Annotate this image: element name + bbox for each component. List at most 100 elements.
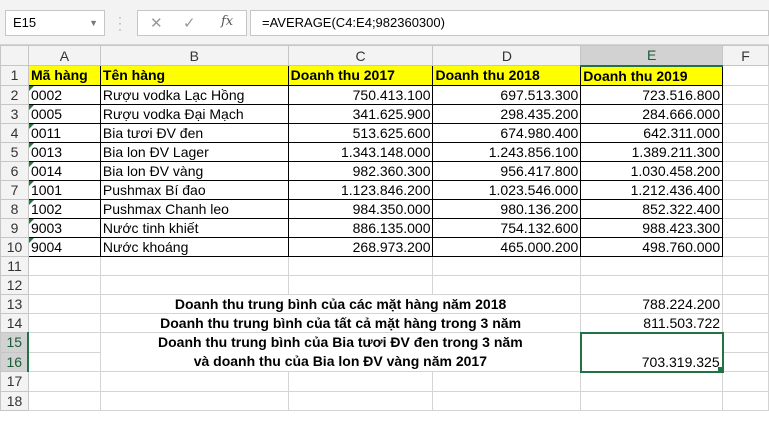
row-header-8[interactable]: 8 (0, 198, 29, 219)
cell[interactable] (580, 274, 724, 295)
row-header-13[interactable]: 13 (0, 293, 29, 314)
insert-function-icon[interactable]: fx (221, 14, 234, 29)
cell[interactable] (722, 293, 769, 314)
cell-name[interactable]: Bia tươi ĐV đen (99, 122, 289, 143)
cell[interactable] (27, 390, 101, 411)
row-header-16[interactable]: 16 (0, 351, 30, 372)
fill-handle[interactable] (717, 366, 721, 370)
column-header-E[interactable]: E (580, 45, 724, 67)
cell-revenue[interactable]: 1.243.856.100 (432, 141, 582, 162)
cell[interactable] (722, 371, 769, 392)
cell-code[interactable]: 0011 (27, 122, 101, 143)
summary-label[interactable]: Doanh thu trung bình của tất cả mặt hàng… (99, 312, 582, 333)
row-header-15[interactable]: 15 (0, 332, 30, 353)
header-cell[interactable]: Doanh thu 2018 (432, 65, 582, 86)
header-cell[interactable]: Tên hàng (99, 65, 289, 86)
chevron-down-icon[interactable]: ▼ (89, 18, 98, 28)
cell[interactable] (722, 312, 769, 333)
summary-label[interactable]: Doanh thu trung bình của các mặt hàng nă… (99, 293, 582, 314)
cell-revenue[interactable]: 1.030.458.200 (580, 160, 724, 181)
row-header-4[interactable]: 4 (0, 122, 29, 143)
cell-revenue[interactable]: 465.000.200 (432, 236, 582, 257)
cell[interactable] (27, 274, 101, 295)
cell-revenue[interactable]: 886.135.000 (287, 217, 434, 238)
column-header-F[interactable]: F (722, 45, 769, 66)
cell-code[interactable]: 0014 (27, 160, 101, 181)
cell-revenue[interactable]: 513.625.600 (287, 122, 434, 143)
cell[interactable] (722, 122, 769, 143)
cell-name[interactable]: Nước tinh khiết (99, 217, 289, 238)
cell-name[interactable]: Bia lon ĐV Lager (99, 141, 289, 162)
cell[interactable] (27, 351, 101, 372)
cell-revenue[interactable]: 284.666.000 (580, 103, 724, 124)
summary-value[interactable]: 811.503.722 (580, 312, 724, 333)
cell-revenue[interactable]: 498.760.000 (580, 236, 724, 257)
summary-value[interactable]: 788.224.200 (580, 293, 724, 314)
row-header-12[interactable]: 12 (0, 274, 29, 295)
column-header-A[interactable]: A (27, 45, 101, 66)
cell-code[interactable]: 9003 (27, 217, 101, 238)
cell[interactable] (27, 332, 101, 353)
row-header-3[interactable]: 3 (0, 103, 29, 124)
cell[interactable] (432, 390, 582, 411)
cell-name[interactable]: Bia lon ĐV vàng (99, 160, 289, 181)
summary-label[interactable]: Doanh thu trung bình của Bia tươi ĐV đen… (99, 332, 582, 372)
cell-revenue[interactable]: 674.980.400 (432, 122, 582, 143)
cell-code[interactable]: 9004 (27, 236, 101, 257)
cell-revenue[interactable]: 1.123.846.200 (287, 179, 434, 200)
cell[interactable] (580, 255, 724, 276)
cell-code[interactable]: 1002 (27, 198, 101, 219)
cell[interactable] (722, 160, 769, 181)
select-all-corner[interactable] (0, 45, 29, 66)
cell-revenue[interactable]: 980.136.200 (432, 198, 582, 219)
cell[interactable] (27, 371, 101, 392)
row-header-18[interactable]: 18 (0, 390, 29, 411)
cell[interactable] (722, 332, 769, 353)
cell[interactable] (432, 371, 582, 392)
cell-revenue[interactable]: 1.389.211.300 (580, 141, 724, 162)
row-header-2[interactable]: 2 (0, 84, 29, 105)
cell-revenue[interactable]: 1.343.148.000 (287, 141, 434, 162)
cell[interactable] (722, 255, 769, 276)
cell[interactable] (287, 255, 434, 276)
header-cell[interactable]: Doanh thu 2019 (580, 65, 724, 86)
cell[interactable] (432, 274, 582, 295)
header-cell[interactable]: Doanh thu 2017 (287, 65, 434, 86)
row-header-17[interactable]: 17 (0, 371, 29, 392)
row-header-11[interactable]: 11 (0, 255, 29, 276)
cell[interactable] (722, 217, 769, 238)
cell[interactable] (722, 351, 769, 372)
formula-input[interactable]: =AVERAGE(C4:E4;982360300) (250, 10, 769, 36)
cell-revenue[interactable]: 268.973.200 (287, 236, 434, 257)
cell-code[interactable]: 0002 (27, 84, 101, 105)
cell[interactable] (27, 293, 101, 314)
cell[interactable] (722, 198, 769, 219)
cell-revenue[interactable]: 341.625.900 (287, 103, 434, 124)
row-header-1[interactable]: 1 (0, 65, 29, 86)
name-box[interactable]: E15 ▼ (5, 10, 105, 36)
cell-revenue[interactable]: 697.513.300 (432, 84, 582, 105)
cell-revenue[interactable]: 982.360.300 (287, 160, 434, 181)
cell[interactable] (27, 312, 101, 333)
header-cell[interactable]: Mã hàng (27, 65, 101, 86)
cell[interactable] (432, 255, 582, 276)
cell-code[interactable]: 0013 (27, 141, 101, 162)
cell-name[interactable]: Nước khoáng (99, 236, 289, 257)
cell-revenue[interactable]: 1.023.546.000 (432, 179, 582, 200)
row-header-7[interactable]: 7 (0, 179, 29, 200)
cell-revenue[interactable]: 754.132.600 (432, 217, 582, 238)
cell-revenue[interactable]: 1.212.436.400 (580, 179, 724, 200)
cell[interactable] (580, 371, 724, 392)
column-header-D[interactable]: D (432, 45, 582, 66)
cell-code[interactable]: 0005 (27, 103, 101, 124)
cell-revenue[interactable]: 984.350.000 (287, 198, 434, 219)
row-header-9[interactable]: 9 (0, 217, 29, 238)
cell[interactable] (287, 371, 434, 392)
cancel-icon[interactable]: ✕ (150, 15, 163, 32)
row-header-10[interactable]: 10 (0, 236, 29, 257)
cell[interactable] (99, 390, 289, 411)
cell-name[interactable]: Pushmax Bí đao (99, 179, 289, 200)
row-header-5[interactable]: 5 (0, 141, 29, 162)
cell-revenue[interactable]: 750.413.100 (287, 84, 434, 105)
cell[interactable] (722, 390, 769, 411)
